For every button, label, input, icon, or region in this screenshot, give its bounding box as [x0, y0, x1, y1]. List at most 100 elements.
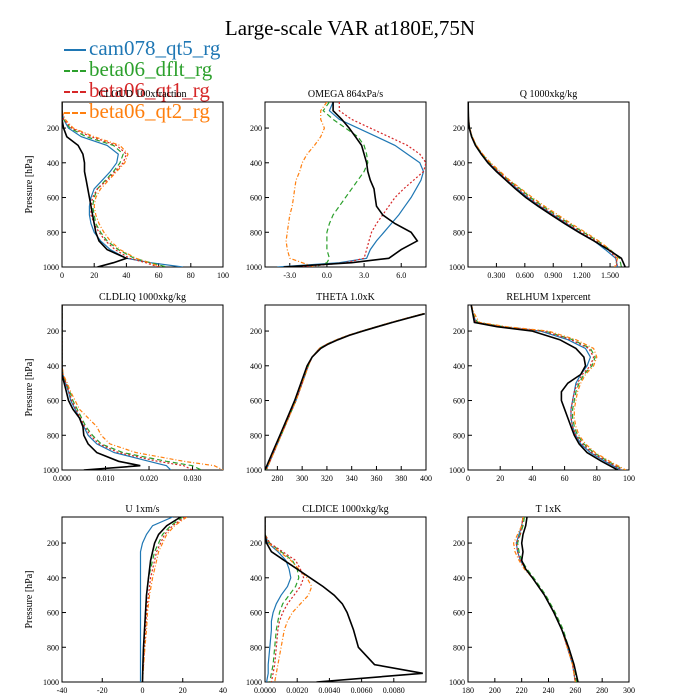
- x-tick-label: 1.200: [573, 271, 591, 280]
- legend-label: beta06_qt1_rg: [89, 78, 210, 102]
- x-tick-label: 40: [219, 686, 227, 695]
- y-axis-label: Pressure [hPa]: [24, 358, 35, 416]
- y-tick-label: 400: [250, 574, 262, 583]
- series-line: [277, 102, 425, 267]
- x-tick-label: 260: [569, 686, 581, 695]
- y-tick-label: 800: [453, 228, 465, 237]
- x-tick-label: 100: [623, 474, 635, 483]
- y-tick-label: 400: [47, 362, 59, 371]
- x-tick-label: 0.0060: [351, 686, 373, 695]
- series-line: [515, 517, 576, 682]
- y-tick-label: 600: [250, 194, 262, 203]
- chart-title: CLDICE 1000xkg/kg: [302, 504, 388, 515]
- y-tick-label: 600: [47, 194, 59, 203]
- plot-frame: [264, 304, 427, 471]
- y-tick-label: 600: [47, 609, 59, 618]
- x-tick-label: 0.0000: [254, 686, 276, 695]
- series-line: [314, 102, 369, 267]
- x-tick-label: 0.0080: [383, 686, 405, 695]
- x-tick-label: 380: [395, 474, 407, 483]
- control-series-line: [470, 305, 619, 470]
- x-tick-label: 40: [528, 474, 536, 483]
- x-tick-label: 280: [596, 686, 608, 695]
- x-tick-label: 240: [543, 686, 555, 695]
- series-line: [302, 102, 426, 267]
- x-tick-label: 180: [462, 686, 474, 695]
- x-tick-label: 6.0: [396, 271, 406, 280]
- y-axis-label: Pressure [hPa]: [24, 155, 35, 213]
- chart-panel: THETA 1.0xK 200 400 600 800 1000 280 300 320 340 3…: [246, 292, 432, 483]
- y-tick-label: 200: [250, 327, 262, 336]
- chart-title: T 1xK: [536, 504, 562, 515]
- y-tick-label: 400: [47, 159, 59, 168]
- y-tick-label: 200: [453, 327, 465, 336]
- y-tick-label: 1000: [449, 466, 465, 475]
- series-line: [515, 517, 576, 682]
- x-tick-label: 0.600: [516, 271, 534, 280]
- control-series-line: [468, 102, 626, 267]
- x-tick-label: 0.020: [140, 474, 158, 483]
- y-tick-label: 1000: [246, 263, 262, 272]
- series-line: [139, 517, 173, 682]
- y-tick-label: 400: [47, 574, 59, 583]
- y-tick-label: 1000: [43, 466, 59, 475]
- x-tick-label: 80: [187, 271, 195, 280]
- y-tick-label: 200: [47, 124, 59, 133]
- x-tick-label: 100: [217, 271, 229, 280]
- chart-title: CLDLIQ 1000xkg/kg: [99, 292, 186, 303]
- series-line: [62, 305, 172, 470]
- x-tick-label: 300: [296, 474, 308, 483]
- x-tick-label: 80: [593, 474, 601, 483]
- x-tick-label: 0: [60, 271, 64, 280]
- control-series-line: [62, 102, 129, 267]
- plot-frame: [61, 101, 224, 268]
- x-tick-label: 300: [623, 686, 635, 695]
- series-line: [62, 102, 159, 267]
- y-tick-label: 800: [250, 431, 262, 440]
- x-tick-label: 60: [561, 474, 569, 483]
- y-tick-label: 600: [250, 397, 262, 406]
- series-line: [468, 102, 618, 267]
- series-line: [265, 517, 305, 682]
- series-line: [62, 102, 162, 267]
- x-tick-label: 0: [141, 686, 145, 695]
- series-line: [516, 517, 578, 682]
- y-tick-label: 800: [250, 643, 262, 652]
- plot-frame: [61, 304, 224, 471]
- x-tick-label: 220: [516, 686, 528, 695]
- legend-swatch: [64, 49, 86, 51]
- x-tick-label: 280: [271, 474, 283, 483]
- x-tick-label: -40: [57, 686, 68, 695]
- series-line: [62, 102, 167, 267]
- chart-panel: U 1xm/s 200 400 600 800 1000-40 -20 0 20 40 Pressu…: [24, 504, 227, 695]
- y-tick-label: 600: [250, 609, 262, 618]
- y-tick-label: 800: [47, 228, 59, 237]
- series-line: [512, 517, 576, 682]
- y-tick-label: 1000: [43, 678, 59, 687]
- chart-title: Q 1000xkg/kg: [520, 89, 578, 100]
- chart-title: RELHUM 1xpercent: [506, 292, 590, 303]
- x-tick-label: 1.500: [601, 271, 619, 280]
- x-tick-label: 0.030: [184, 474, 202, 483]
- legend-label: beta06_dflt_rg: [89, 57, 213, 81]
- x-tick-label: 0.0020: [286, 686, 308, 695]
- control-series-line: [265, 312, 426, 470]
- y-tick-label: 800: [47, 643, 59, 652]
- y-tick-label: 1000: [246, 678, 262, 687]
- x-tick-label: 0.010: [97, 474, 115, 483]
- series-line: [62, 102, 183, 267]
- y-tick-label: 1000: [43, 263, 59, 272]
- chart-panel: OMEGA 864xPa/s 200 400 600 800 1000 -3.0 0.0 3.0…: [246, 89, 427, 280]
- y-tick-label: 400: [453, 574, 465, 583]
- series-line: [265, 313, 424, 470]
- control-series-line: [265, 517, 423, 682]
- y-tick-label: 200: [47, 327, 59, 336]
- plot-frame: [467, 304, 630, 471]
- chart-title: U 1xm/s: [125, 504, 159, 515]
- x-tick-label: 0.900: [544, 271, 562, 280]
- chart-title: THETA 1.0xK: [316, 292, 375, 303]
- series-line: [62, 305, 193, 470]
